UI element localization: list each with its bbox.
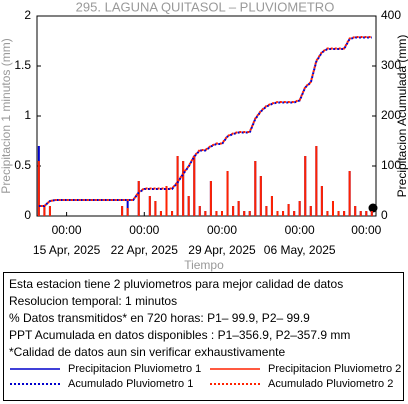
precip-bar xyxy=(365,211,368,216)
info-text: PPT Acumulada en datos disponibles : P1–… xyxy=(9,328,350,342)
y-axis-label: Precipitacion 1 minutos (mm) xyxy=(0,38,13,193)
precip-bar xyxy=(204,211,207,216)
precip-bar xyxy=(248,211,251,216)
precip-bar xyxy=(187,196,190,216)
y2-tick-label: 400 xyxy=(381,8,401,22)
precip-bar xyxy=(298,201,301,216)
precip-bar xyxy=(331,201,334,216)
chart-title: 295. LAGUNA QUITASOL – PLUVIOMETRO xyxy=(76,0,335,14)
legend-label: Acumulado Pluviometro 1 xyxy=(68,378,193,390)
precip-bar xyxy=(304,156,307,216)
info-text: Esta estacion tiene 2 pluviometros para … xyxy=(9,277,343,291)
info-text: % Datos transmitidos* en 720 horas: P1– … xyxy=(9,311,310,325)
precip-bar xyxy=(198,206,201,216)
info-text: *Calidad de datos aun sin verificar exha… xyxy=(9,345,285,359)
y2-tick-label: 200 xyxy=(381,108,401,122)
precip-bar xyxy=(359,211,362,216)
precip-bar xyxy=(171,211,174,216)
precip-bar xyxy=(370,211,373,216)
precip-bar xyxy=(320,186,323,216)
precip-bar xyxy=(154,201,157,216)
precip-bar xyxy=(337,211,340,216)
precip-bar xyxy=(309,206,312,216)
precip-bar xyxy=(265,206,268,216)
y-tick-label: 1 xyxy=(24,108,31,122)
precip-bar xyxy=(215,211,218,216)
precip-bar xyxy=(121,206,124,216)
precip-bar xyxy=(182,161,185,216)
legend-label: Acumulado Pluviometro 2 xyxy=(268,378,393,390)
y-tick-label: 0.5 xyxy=(14,158,31,172)
precip-bar xyxy=(259,176,262,216)
precip-bar xyxy=(237,201,240,216)
precip-bar xyxy=(37,161,40,216)
precip-bar xyxy=(176,156,179,216)
legend-label: Precipitacion Pluviometro 2 xyxy=(268,363,401,375)
precip-bar xyxy=(254,161,257,216)
precip-bar xyxy=(354,206,357,216)
cumulative-line xyxy=(38,36,372,207)
precip-bar xyxy=(276,211,279,216)
precip-bar xyxy=(226,171,229,216)
precip-bar xyxy=(43,206,46,216)
y-tick-label: 2 xyxy=(24,8,31,22)
x-tick-label: 00:00 22 Apr, 2025 xyxy=(111,223,179,257)
precip-bar xyxy=(348,171,351,216)
precip-bar xyxy=(326,211,329,216)
precip-bar xyxy=(220,211,223,216)
precip-bar xyxy=(232,206,235,216)
precip-bar xyxy=(126,208,129,216)
x-tick-label: 00:00 xyxy=(351,223,381,237)
y2-tick-label: 0 xyxy=(381,208,388,222)
x-tick-label: 00:00 15 Apr, 2025 xyxy=(33,223,101,257)
precip-bar xyxy=(287,204,290,216)
y-tick-label: 1.5 xyxy=(14,58,31,72)
precip-bar xyxy=(343,211,346,216)
precip-bar xyxy=(293,211,296,216)
y2-tick-label: 300 xyxy=(381,58,401,72)
x-tick-label: 00:00 06 May, 2025 xyxy=(264,223,336,257)
info-box xyxy=(3,272,404,401)
precip-bar xyxy=(209,181,212,216)
end-marker xyxy=(368,203,378,213)
precip-bar xyxy=(165,186,168,216)
info-text: Resolucion temporal: 1 minutos xyxy=(9,294,177,308)
precip-bar xyxy=(48,206,51,216)
y-tick-label: 0 xyxy=(24,208,31,222)
x-axis-label: Tiempo xyxy=(184,258,224,272)
cumulative-line xyxy=(38,36,372,207)
precip-bar xyxy=(137,181,140,216)
precip-bar xyxy=(193,156,196,216)
y2-tick-label: 100 xyxy=(381,158,401,172)
precip-bar xyxy=(159,211,162,216)
y2-axis-label: Precipitacion Acumulada (mm) xyxy=(395,35,408,198)
precip-bar xyxy=(270,196,273,216)
precip-bar xyxy=(148,196,151,216)
precip-bar xyxy=(243,211,246,216)
x-tick-label: 00:00 29 Apr, 2025 xyxy=(188,223,256,257)
precip-bar xyxy=(315,146,318,216)
legend-label: Precipitacion Pluviometro 1 xyxy=(68,363,201,375)
precip-bar xyxy=(282,211,285,216)
plot-frame xyxy=(36,15,377,217)
